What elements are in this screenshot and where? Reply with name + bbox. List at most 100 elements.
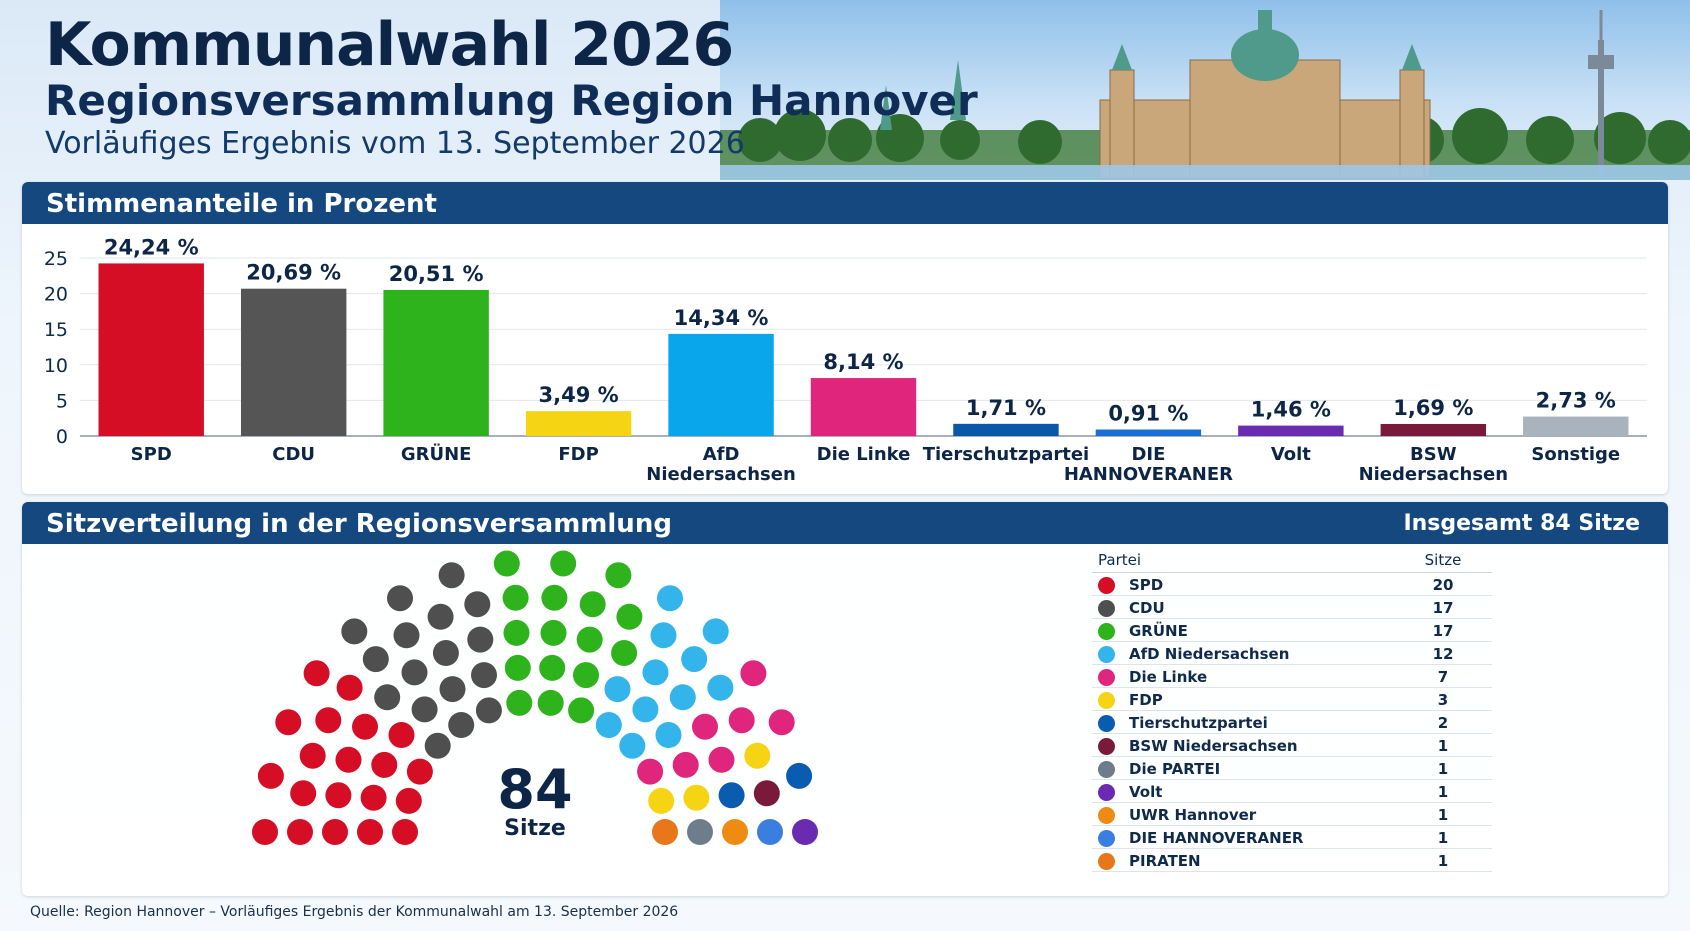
- legend-party-name: Tierschutzpartei: [1129, 713, 1268, 732]
- legend-party-name: SPD: [1129, 575, 1164, 594]
- party-color-dot: [1098, 668, 1115, 686]
- vote-share-panel-title: Stimmenanteile in Prozent: [46, 189, 437, 219]
- page-title: Kommunalwahl 2026: [45, 10, 734, 80]
- legend-party-name: BSW Niedersachsen: [1129, 736, 1298, 755]
- header: Kommunalwahl 2026 Regionsversammlung Reg…: [0, 0, 1690, 180]
- bar: [668, 333, 774, 436]
- vote-share-bar-chart: 0 5 10 15 20 25 24,24 % SPD 20,69 % CDU 20,51 % GRÜ…: [44, 235, 1647, 485]
- x-tick-label: Volt: [1271, 444, 1311, 465]
- party-color-dot: [1098, 737, 1115, 755]
- legend-seat-count: 1: [1392, 802, 1492, 826]
- legend-row: PIRATEN 1: [1092, 848, 1492, 872]
- x-tick-label: Tierschutzpartei: [923, 444, 1090, 465]
- party-color-dot: [1098, 852, 1115, 870]
- legend-header-seats: Sitze: [1392, 550, 1492, 573]
- legend-row: Tierschutzpartei 2: [1092, 710, 1492, 734]
- bar: [98, 263, 204, 436]
- legend-seat-count: 2: [1392, 710, 1492, 734]
- vote-share-panel: Stimmenanteile in Prozent 0 5 10 15 20 25 24,2…: [22, 182, 1668, 494]
- legend-party-cell: Die Linke: [1092, 664, 1392, 688]
- legend-seat-count: 1: [1392, 733, 1492, 757]
- party-color-dot: [1098, 622, 1115, 640]
- legend-seat-count: 1: [1392, 779, 1492, 803]
- y-tick-label: 10: [44, 355, 68, 377]
- bar-value-label: 1,69 %: [1393, 396, 1473, 420]
- vote-share-panel-header: Stimmenanteile in Prozent: [22, 182, 1668, 224]
- y-tick-label: 25: [44, 248, 68, 270]
- x-tick-label: AfD Niedersachsen: [646, 444, 796, 485]
- x-tick-label: Die Linke: [817, 444, 911, 465]
- y-tick-label: 0: [56, 426, 68, 448]
- legend-party-cell: PIRATEN: [1092, 848, 1392, 872]
- legend-row: Die PARTEI 1: [1092, 756, 1492, 780]
- seat-legend-table: Partei Sitze SPD 20 CDU 17 GRÜNE 17 AfD Nieder…: [1092, 550, 1492, 872]
- legend-row: GRÜNE 17: [1092, 618, 1492, 642]
- legend-party-cell: CDU: [1092, 595, 1392, 619]
- legend-party-cell: Die PARTEI: [1092, 756, 1392, 780]
- legend-party-cell: SPD: [1092, 572, 1392, 596]
- legend-party-name: PIRATEN: [1129, 851, 1201, 870]
- bar: [525, 411, 632, 436]
- bar-value-label: 1,46 %: [1251, 398, 1331, 422]
- bar: [1238, 425, 1344, 436]
- bar-value-label: 1,71 %: [966, 396, 1046, 420]
- legend-row: BSW Niedersachsen 1: [1092, 733, 1492, 757]
- legend-party-cell: Tierschutzpartei: [1092, 710, 1392, 734]
- x-tick-label: CDU: [272, 444, 315, 465]
- legend-row: Volt 1: [1092, 779, 1492, 803]
- legend-seat-count: 20: [1392, 572, 1492, 596]
- x-tick-label: DIE HANNOVERANER: [1064, 444, 1233, 485]
- x-tick-label: Sonstige: [1531, 444, 1620, 465]
- legend-seat-count: 17: [1392, 595, 1492, 619]
- bar: [1095, 429, 1202, 436]
- legend-party-name: Volt: [1129, 782, 1163, 801]
- x-tick-label: BSW Niedersachsen: [1359, 444, 1509, 485]
- x-tick-label: GRÜNE: [401, 443, 472, 465]
- bar-value-label: 14,34 %: [674, 306, 769, 330]
- legend-row: SPD 20: [1092, 572, 1492, 596]
- legend-party-name: CDU: [1129, 598, 1165, 617]
- legend-header-row: Partei Sitze: [1092, 550, 1492, 573]
- legend-party-name: UWR Hannover: [1129, 805, 1257, 824]
- hemicycle-total-number: 84: [497, 758, 573, 821]
- bar-value-label: 3,49 %: [539, 383, 619, 407]
- legend-party-cell: DIE HANNOVERANER: [1092, 825, 1392, 849]
- seat-panel-title: Sitzverteilung in der Regionsversammlung: [46, 509, 672, 539]
- bar: [383, 289, 489, 436]
- legend-party-cell: FDP: [1092, 687, 1392, 711]
- legend-seat-count: 3: [1392, 687, 1492, 711]
- legend-row: AfD Niedersachsen 12: [1092, 641, 1492, 665]
- legend-row: UWR Hannover 1: [1092, 802, 1492, 826]
- party-color-dot: [1098, 714, 1115, 732]
- party-color-dot: [1098, 783, 1115, 801]
- legend-party-name: FDP: [1129, 690, 1163, 709]
- hannover-townhall-illustration: [720, 10, 1690, 180]
- bar-value-label: 20,69 %: [246, 261, 341, 285]
- legend-party-cell: AfD Niedersachsen: [1092, 641, 1392, 665]
- legend-row: FDP 3: [1092, 687, 1492, 711]
- legend-row: CDU 17: [1092, 595, 1492, 619]
- x-tick-label: SPD: [131, 444, 172, 465]
- bar: [953, 423, 1059, 436]
- legend-header-party: Partei: [1092, 550, 1392, 573]
- source-note: Quelle: Region Hannover – Vorläufiges Er…: [30, 904, 679, 920]
- legend-party-name: DIE HANNOVERANER: [1129, 828, 1304, 847]
- legend-party-name: GRÜNE: [1129, 621, 1188, 640]
- party-color-dot: [1098, 829, 1115, 847]
- legend-seat-count: 7: [1392, 664, 1492, 688]
- legend-seat-count: 1: [1392, 825, 1492, 849]
- legend-row: Die Linke 7: [1092, 664, 1492, 688]
- legend-seat-count: 17: [1392, 618, 1492, 642]
- bar-value-label: 0,91 %: [1108, 402, 1188, 426]
- party-color-dot: [1098, 576, 1115, 594]
- legend-party-cell: BSW Niedersachsen: [1092, 733, 1392, 757]
- legend-party-cell: GRÜNE: [1092, 618, 1392, 642]
- x-tick-label: FDP: [558, 444, 598, 465]
- bar: [240, 288, 347, 436]
- page-subtitle: Regionsversammlung Region Hannover: [45, 76, 978, 125]
- skyline-banner: [720, 0, 1690, 180]
- bar-value-label: 24,24 %: [104, 235, 199, 259]
- legend-seat-count: 1: [1392, 848, 1492, 872]
- legend-party-name: AfD Niedersachsen: [1129, 644, 1290, 663]
- hemicycle-total-label: Sitze: [504, 816, 566, 841]
